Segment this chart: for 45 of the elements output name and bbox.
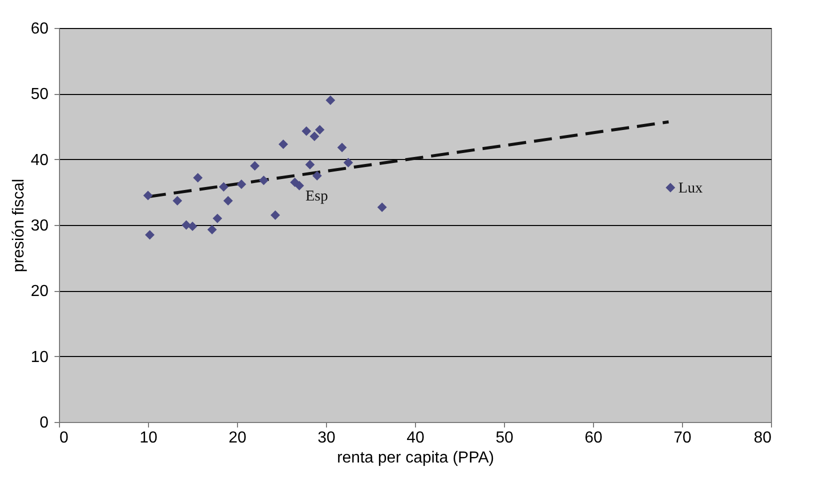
point — [294, 180, 304, 190]
y-axis-title: presión fiscal — [10, 178, 28, 272]
y-tick-label: 10 — [30, 348, 49, 366]
point — [223, 196, 233, 206]
x-tick-label: 30 — [318, 430, 336, 446]
point — [270, 210, 280, 220]
x-tick-label: 60 — [584, 430, 602, 446]
x-tick-label: 40 — [406, 430, 424, 446]
point — [278, 139, 288, 149]
annotation: Esp — [306, 188, 328, 205]
x-tick-label: 50 — [496, 430, 514, 446]
point — [207, 224, 217, 234]
y-tick-label: 60 — [30, 20, 49, 38]
y-tick-label: 20 — [30, 283, 49, 300]
point — [212, 214, 222, 224]
point — [312, 171, 322, 180]
point — [344, 158, 353, 168]
x-tick-label: 0 — [60, 430, 68, 446]
y-tick-label: 50 — [30, 86, 49, 104]
point — [258, 176, 268, 186]
point — [236, 180, 246, 190]
annotation: Lux — [678, 180, 704, 197]
point — [315, 125, 325, 135]
y-tick-label: 40 — [30, 152, 49, 169]
x-tick-label: 10 — [140, 430, 158, 446]
point — [310, 132, 320, 142]
x-tick-label: 70 — [674, 430, 692, 446]
point — [326, 95, 336, 105]
x-tick-label: 80 — [754, 430, 772, 446]
x-axis-title: renta per capita (PPA) — [336, 450, 494, 466]
point — [377, 202, 387, 212]
x-tick-label: 20 — [228, 430, 246, 446]
y-tick-label: 0 — [40, 414, 49, 432]
point — [305, 160, 315, 170]
point — [193, 172, 203, 182]
y-tick-label: 30 — [30, 218, 49, 234]
point — [302, 126, 312, 136]
point — [188, 222, 198, 232]
point — [250, 161, 260, 171]
point — [666, 182, 676, 192]
point — [145, 230, 155, 240]
point — [337, 142, 347, 152]
point — [218, 182, 228, 192]
point — [143, 190, 153, 200]
point — [172, 196, 182, 206]
